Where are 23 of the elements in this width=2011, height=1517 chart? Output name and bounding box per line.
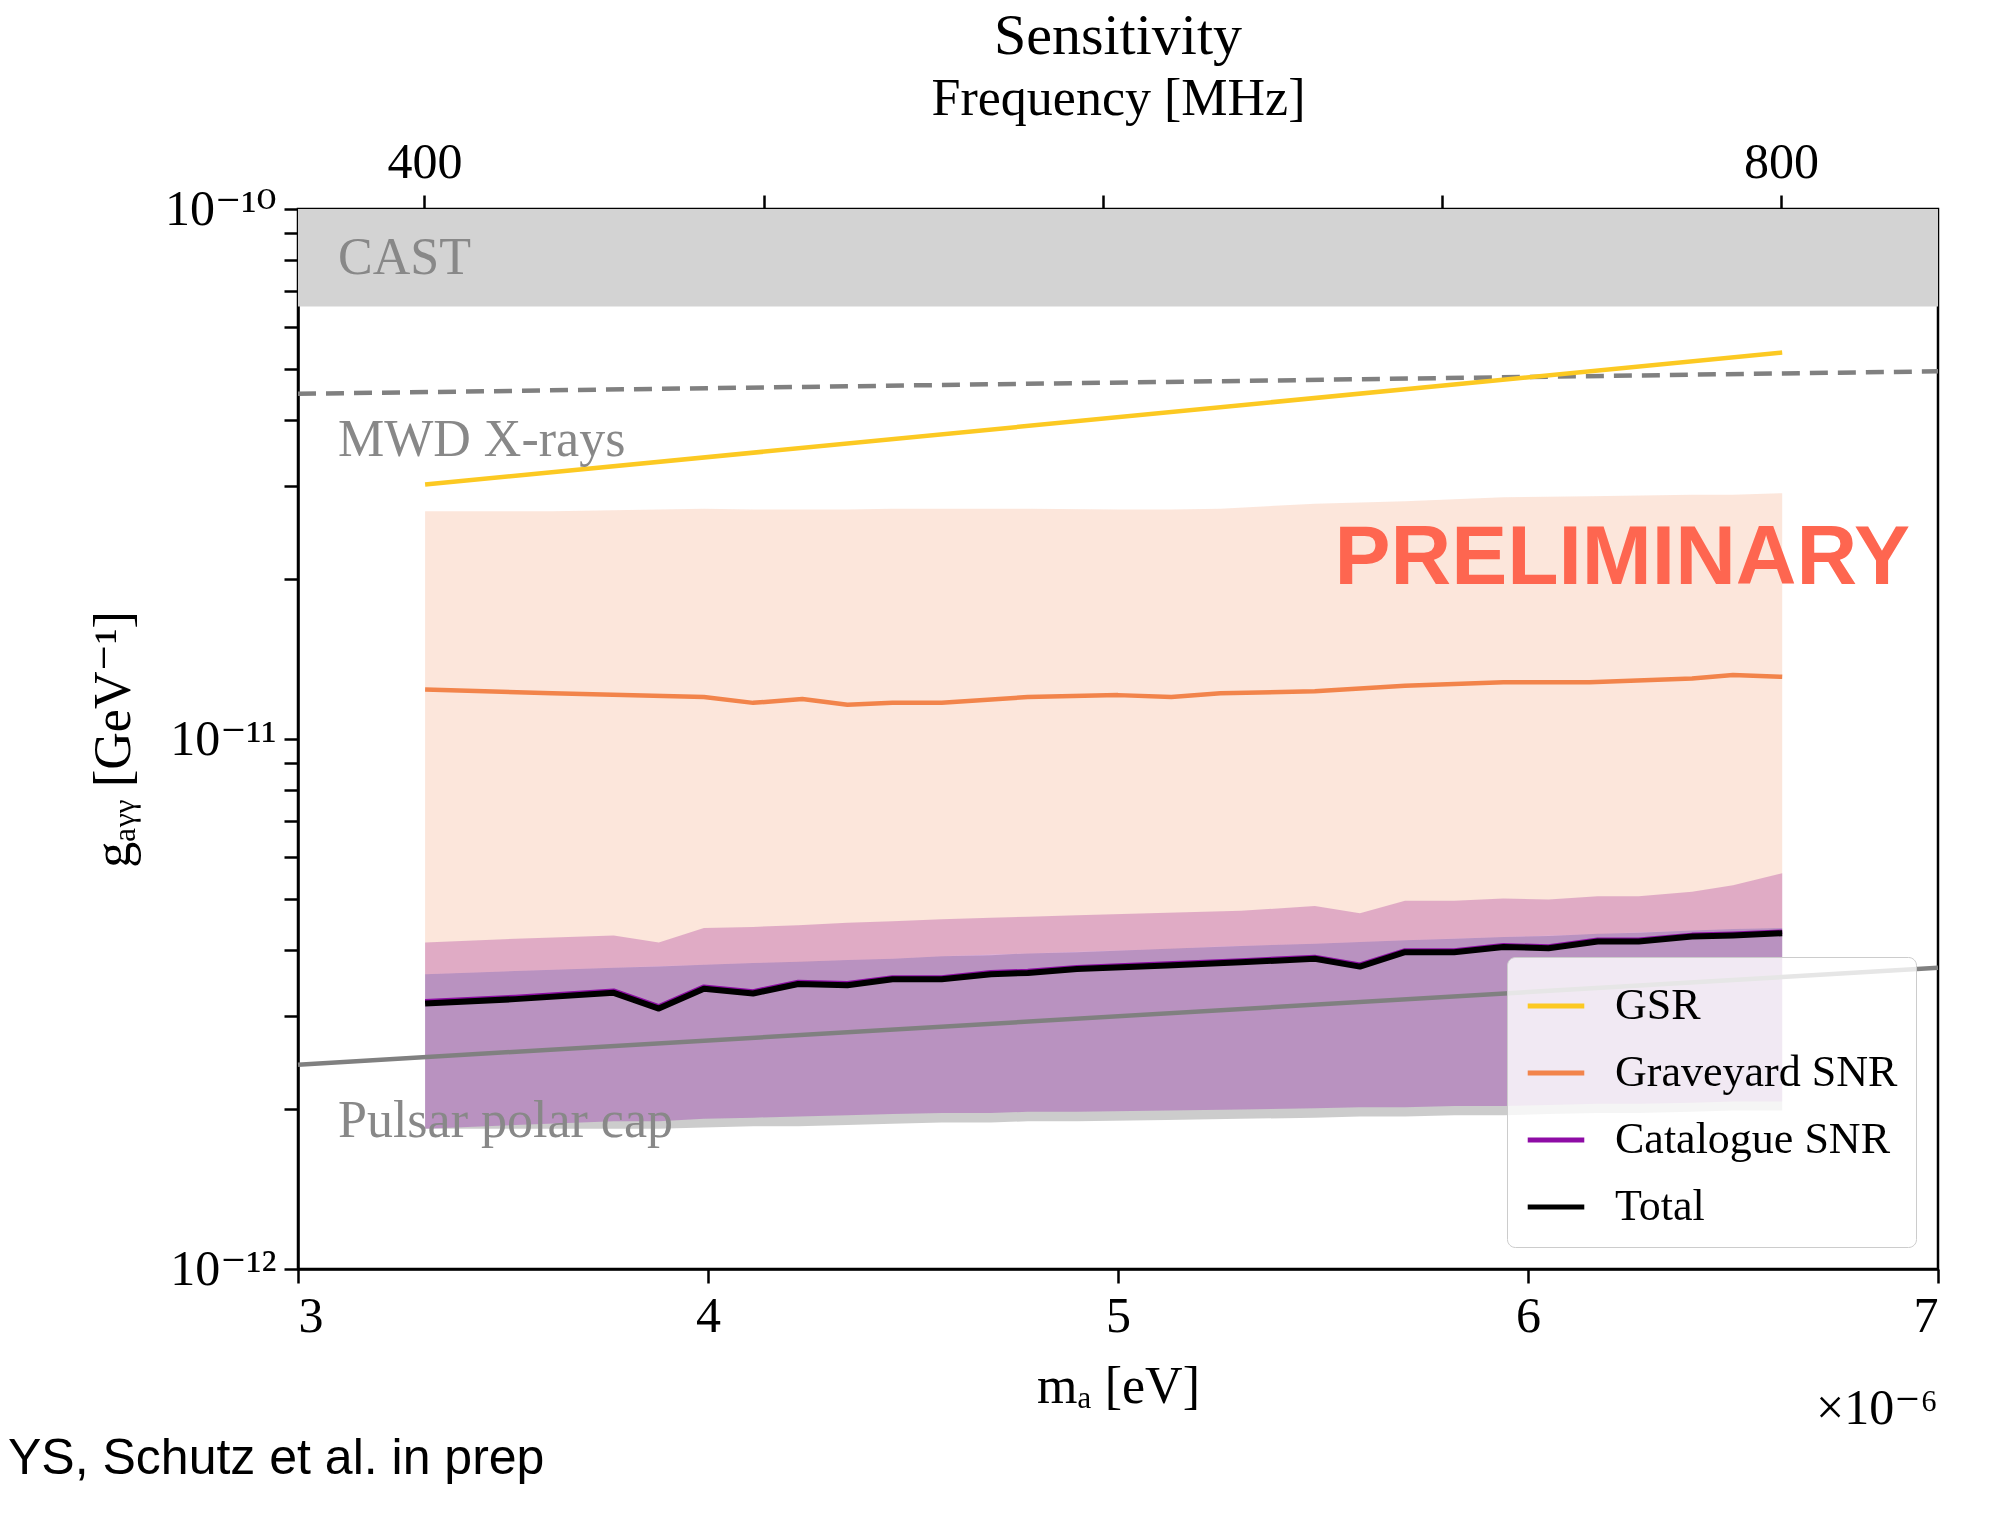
annotation: MWD X-rays — [338, 410, 626, 468]
x-tick-label: 7 — [1913, 1286, 1939, 1343]
y-tick-label: 10⁻¹² — [170, 1239, 277, 1296]
band-label: CAST — [338, 227, 471, 285]
annotation: PRELIMINARY — [1334, 507, 1911, 602]
x-tick-label: 5 — [1106, 1286, 1131, 1343]
x2-tick-label: 800 — [1743, 132, 1819, 189]
x-tick-label: 3 — [298, 1286, 324, 1343]
x2-axis-title: Frequency [MHz] — [931, 68, 1306, 126]
x-axis-title: mₐ [eV] — [1037, 1356, 1200, 1414]
chart-title: Sensitivity — [993, 2, 1243, 67]
text: ×10⁻⁶ — [1815, 1379, 1938, 1435]
y-tick-label: 10⁻¹⁰ — [165, 179, 277, 236]
legend-label: Graveyard SNR — [1615, 1047, 1898, 1096]
x-tick-label: 6 — [1516, 1286, 1541, 1343]
legend-label: GSR — [1615, 980, 1702, 1029]
legend-label: Catalogue SNR — [1615, 1114, 1891, 1163]
y-tick-label: 10⁻¹¹ — [170, 709, 277, 766]
x-tick-label: 4 — [696, 1286, 721, 1343]
y-axis-title: gₐᵧᵧ [GeV⁻¹] — [84, 611, 142, 868]
text: YS, Schutz et al. in prep — [8, 1429, 545, 1485]
x2-tick-label: 400 — [387, 132, 463, 189]
legend-label: Total — [1615, 1181, 1705, 1230]
